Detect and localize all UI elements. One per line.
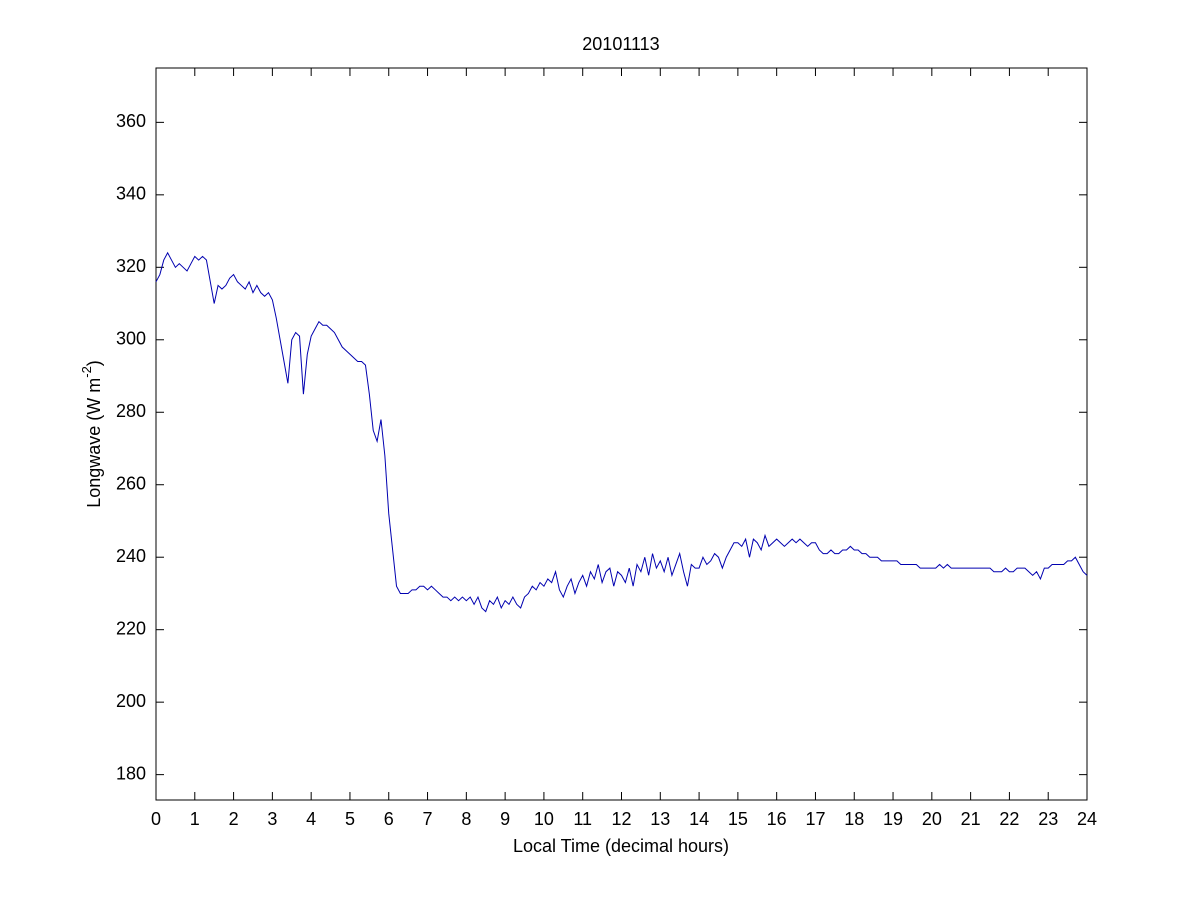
x-tick-label: 14 xyxy=(689,809,709,829)
y-tick-label: 200 xyxy=(116,691,146,711)
x-tick-label: 11 xyxy=(573,809,592,829)
x-tick-label: 7 xyxy=(423,809,433,829)
x-tick-label: 1 xyxy=(190,809,200,829)
chart-title: 20101113 xyxy=(582,34,659,54)
y-tick-label: 280 xyxy=(116,401,146,421)
x-tick-label: 20 xyxy=(922,809,942,829)
x-tick-label: 15 xyxy=(728,809,748,829)
y-tick-label: 300 xyxy=(116,329,146,349)
x-tick-label: 16 xyxy=(767,809,787,829)
x-tick-label: 5 xyxy=(345,809,355,829)
x-tick-label: 17 xyxy=(805,809,825,829)
x-tick-label: 19 xyxy=(883,809,903,829)
x-tick-label: 6 xyxy=(384,809,394,829)
y-tick-label: 340 xyxy=(116,184,146,204)
x-tick-label: 8 xyxy=(461,809,471,829)
x-tick-label: 18 xyxy=(844,809,864,829)
data-line xyxy=(155,251,1088,613)
axes-box xyxy=(155,67,1088,801)
x-tick-label: 9 xyxy=(500,809,510,829)
y-tick-label: 220 xyxy=(116,618,146,638)
x-tick-label: 10 xyxy=(534,809,554,829)
x-tick-label: 21 xyxy=(961,809,981,829)
y-axis-label: Longwave (W m-2) xyxy=(79,360,103,508)
x-tick-label: 22 xyxy=(999,809,1019,829)
x-tick-label: 23 xyxy=(1038,809,1058,829)
x-tick-label: 4 xyxy=(306,809,316,829)
x-tick-label: 0 xyxy=(151,809,161,829)
x-tick-label: 24 xyxy=(1077,809,1097,829)
x-tick-label: 2 xyxy=(229,809,239,829)
y-tick-label: 360 xyxy=(116,111,146,131)
y-tick-label: 320 xyxy=(116,256,146,276)
x-tick-label: 12 xyxy=(611,809,631,829)
y-label-end: ) xyxy=(84,360,104,366)
y-tick-label: 260 xyxy=(116,473,146,493)
y-label-text: Longwave (W m xyxy=(84,378,104,508)
y-tick-label: 240 xyxy=(116,546,146,566)
y-tick-label: 180 xyxy=(116,763,146,783)
x-tick-label: 13 xyxy=(650,809,670,829)
y-label-sup: -2 xyxy=(79,366,94,378)
x-tick-label: 3 xyxy=(267,809,277,829)
x-axis-label: Local Time (decimal hours) xyxy=(513,836,729,856)
